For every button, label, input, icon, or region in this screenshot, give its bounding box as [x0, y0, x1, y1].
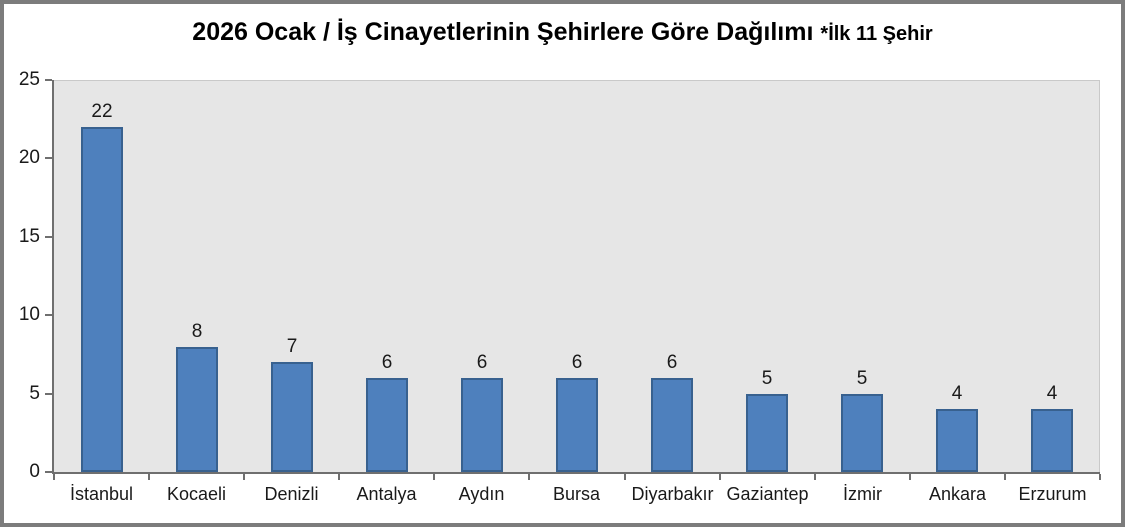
chart-title-main: 2026 Ocak / İş Cinayetlerinin Şehirlere …	[192, 18, 814, 46]
x-axis-line	[52, 472, 1100, 474]
bar	[746, 394, 788, 472]
y-tick	[45, 157, 52, 160]
x-tick	[338, 474, 340, 480]
bar-value-label: 5	[856, 368, 868, 389]
bar	[366, 378, 408, 472]
bar	[841, 394, 883, 472]
x-axis-label: Antalya	[356, 484, 417, 504]
x-axis-label: Gaziantep	[726, 484, 809, 504]
x-tick	[433, 474, 435, 480]
bar-value-label: 7	[286, 336, 298, 357]
x-axis-label: İstanbul	[69, 484, 134, 504]
bar-value-label: 5	[761, 368, 773, 389]
x-axis-label: Diyarbakır	[631, 484, 714, 504]
y-tick	[45, 79, 52, 81]
x-axis-label: Erzurum	[1018, 484, 1087, 504]
y-axis-line	[52, 80, 54, 474]
bar	[1031, 409, 1073, 472]
y-tick	[45, 235, 52, 238]
x-axis-label: Kocaeli	[166, 484, 227, 504]
bar	[461, 378, 503, 472]
bar-value-label: 22	[91, 101, 113, 122]
x-tick	[909, 474, 911, 480]
bar	[271, 362, 313, 472]
bar	[651, 378, 693, 472]
x-tick	[148, 474, 150, 480]
bar	[81, 127, 123, 472]
bar-value-label: 6	[381, 352, 393, 373]
y-axis-label: 10	[18, 304, 40, 326]
x-axis-label: Ankara	[928, 484, 987, 504]
bar-value-label: 6	[666, 352, 678, 373]
bar	[936, 409, 978, 472]
bar-value-label: 6	[476, 352, 488, 373]
x-tick	[53, 474, 55, 480]
bar	[556, 378, 598, 472]
x-tick	[719, 474, 721, 480]
y-axis-label: 25	[18, 69, 40, 90]
y-axis-label: 0	[29, 461, 40, 482]
x-tick	[1004, 474, 1006, 480]
y-tick	[45, 314, 52, 317]
y-axis-label: 15	[18, 225, 40, 247]
bar-value-label: 8	[191, 321, 203, 342]
y-axis-label: 5	[29, 382, 40, 404]
chart-title-suffix: *İlk 11 Şehir	[820, 23, 933, 45]
x-tick	[814, 474, 816, 480]
y-tick	[45, 471, 52, 473]
x-tick	[243, 474, 245, 480]
bar-value-label: 4	[951, 383, 963, 404]
x-tick	[624, 474, 626, 480]
y-axis-label: 20	[18, 147, 40, 169]
bar	[176, 347, 218, 472]
x-axis-label: Denizli	[264, 484, 319, 504]
bar-value-label: 4	[1046, 383, 1058, 404]
x-tick	[1099, 474, 1101, 480]
x-tick	[528, 474, 530, 480]
bar-value-label: 6	[571, 352, 583, 373]
y-tick	[45, 392, 52, 395]
x-axis-label: İzmir	[843, 484, 882, 504]
x-axis-label: Aydın	[458, 484, 505, 504]
chart-title: 2026 Ocak / İş Cinayetlerinin Şehirlere …	[4, 16, 1121, 50]
x-axis-label: Bursa	[552, 484, 601, 504]
